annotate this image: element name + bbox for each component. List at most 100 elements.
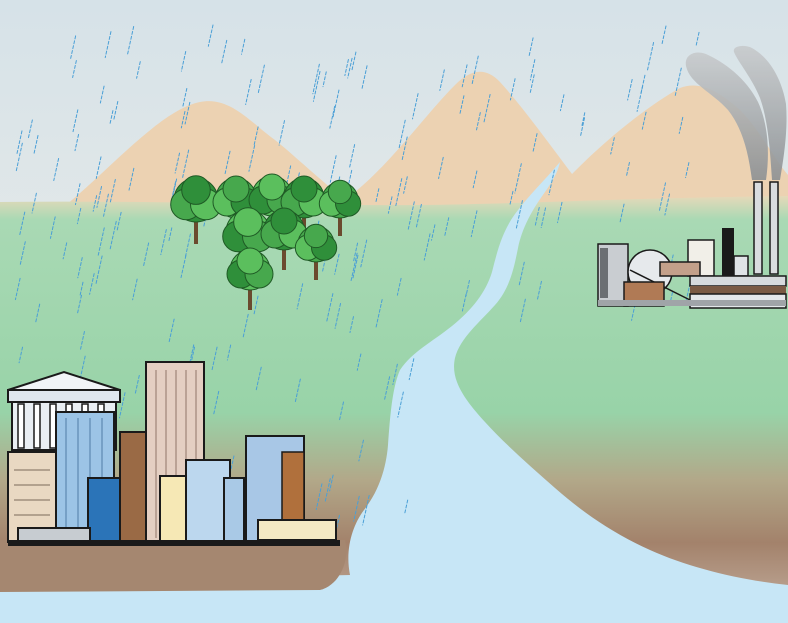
raindrop — [559, 94, 565, 112]
raindrop — [334, 253, 340, 275]
raindrop — [104, 31, 112, 59]
raindrop — [62, 242, 68, 260]
raindrop — [438, 156, 444, 179]
raindrop — [241, 38, 246, 55]
raindrop — [631, 299, 637, 321]
city-buildings-icon — [0, 361, 347, 592]
raindrop — [695, 31, 700, 48]
raindrop — [401, 136, 408, 161]
raindrop — [332, 89, 340, 118]
raindrop — [658, 182, 666, 212]
raindrop — [685, 162, 690, 179]
raindrop — [581, 112, 586, 128]
raindrop — [136, 61, 141, 79]
raindrop — [398, 119, 406, 149]
raindrop — [640, 74, 646, 94]
raindrop — [134, 374, 140, 395]
raindrop — [322, 71, 327, 88]
raindrop — [641, 111, 647, 130]
raindrop — [353, 242, 359, 262]
raindrop — [375, 299, 383, 330]
raindrop — [211, 346, 218, 371]
raindrop — [395, 178, 403, 207]
raindrop — [185, 233, 191, 257]
raindrop — [529, 59, 536, 81]
raindrop — [109, 110, 114, 126]
raindrop — [476, 112, 481, 131]
raindrop — [515, 200, 523, 231]
factory-icon — [597, 45, 787, 309]
raindrop — [664, 193, 671, 216]
raindrop — [518, 261, 525, 286]
raindrop — [226, 344, 232, 361]
raindrop — [95, 156, 102, 179]
raindrop — [404, 499, 409, 515]
raindrop — [353, 495, 360, 522]
raindrop — [207, 24, 214, 47]
raindrop — [397, 391, 404, 418]
raindrop — [74, 133, 80, 152]
raindrop — [190, 346, 196, 364]
raindrop — [116, 211, 122, 231]
raindrop — [661, 25, 667, 46]
raindrop — [143, 242, 150, 267]
raindrop — [77, 294, 83, 314]
raindrop — [461, 64, 468, 88]
forest-icon — [170, 173, 362, 310]
raindrop — [674, 67, 682, 96]
raindrop — [619, 203, 625, 223]
raindrop — [408, 358, 415, 381]
raindrop — [113, 100, 119, 122]
raindrop — [528, 37, 534, 58]
mountain-right — [540, 85, 788, 210]
raindrop — [127, 26, 135, 55]
raindrop — [415, 203, 422, 230]
raindrop — [248, 145, 256, 172]
raindrop — [532, 133, 538, 154]
raindrop — [548, 169, 555, 196]
raindrop — [483, 93, 491, 123]
raindrop — [33, 135, 39, 155]
raindrop — [347, 57, 353, 79]
raindrop — [96, 186, 103, 208]
raindrop — [89, 273, 95, 295]
raindrop — [18, 346, 24, 364]
raindrop — [472, 170, 478, 189]
smoke-icon — [685, 45, 787, 181]
raindrop — [19, 211, 26, 236]
raindrop — [329, 105, 336, 129]
raindrop — [182, 87, 188, 109]
raindrop — [324, 478, 331, 503]
raindrop — [358, 439, 364, 462]
raindrop — [362, 495, 370, 526]
raindrop — [74, 183, 81, 206]
tree — [294, 223, 338, 280]
raindrop — [16, 130, 23, 156]
raindrop — [540, 207, 547, 228]
raindrop — [72, 60, 77, 79]
raindrop — [579, 117, 586, 138]
raindrop — [278, 120, 286, 146]
raindrop — [15, 142, 23, 173]
raindrop — [53, 158, 60, 181]
raindrop — [35, 303, 41, 324]
raindrop — [255, 366, 262, 391]
raindrop — [350, 252, 358, 282]
river-icon — [0, 162, 788, 623]
raindrop — [160, 229, 167, 256]
raindrop — [471, 55, 479, 85]
raindrop — [95, 255, 103, 286]
raindrop — [636, 85, 644, 112]
raindrop — [668, 254, 674, 273]
raindrop — [168, 318, 175, 344]
raindrop — [79, 281, 84, 298]
raindrop — [375, 188, 380, 204]
raindrop — [439, 69, 445, 91]
raindrop — [70, 35, 77, 60]
raindrop — [470, 210, 478, 238]
raindrop — [351, 51, 357, 72]
raindrop — [403, 176, 408, 194]
raindrop — [387, 196, 393, 214]
raindrop — [132, 278, 138, 301]
raindrop — [326, 293, 334, 323]
